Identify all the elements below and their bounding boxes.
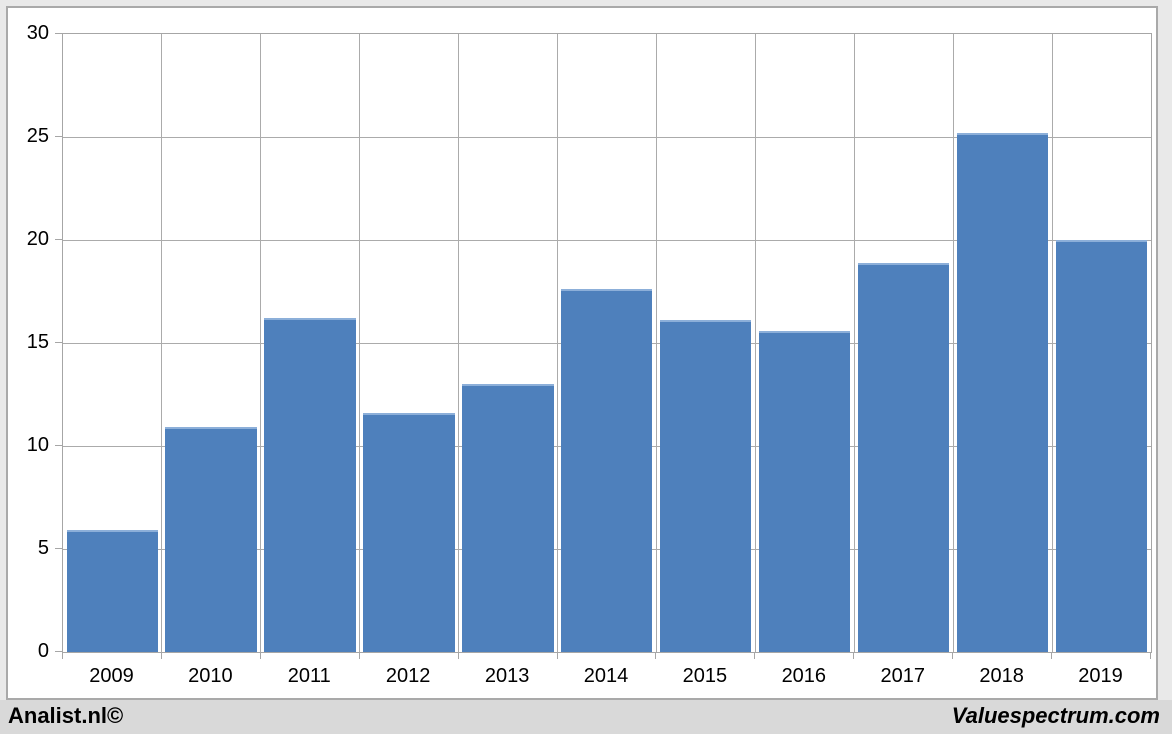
gridline-v-8 [853, 34, 855, 652]
y-axis-label-20: 20 [26, 228, 49, 250]
right-credit: Valuespectrum.com [951, 703, 1160, 728]
x-axis-label-2018: 2018 [979, 665, 1024, 687]
y-axis-label-10: 10 [26, 434, 49, 456]
x-axis-label-2012: 2012 [385, 665, 431, 687]
y-tick-0 [55, 651, 62, 652]
x-axis-label-2019: 2019 [1078, 665, 1123, 687]
x-axis-label-2009: 2009 [89, 665, 134, 687]
y-axis-label-15: 15 [26, 331, 49, 353]
gridline-v-5 [557, 34, 559, 652]
x-tick-5 [556, 652, 558, 659]
x-tick-0 [62, 652, 63, 659]
y-tick-5 [55, 548, 62, 549]
gridline-v-1 [161, 34, 163, 652]
y-tick-10 [55, 445, 62, 446]
y-tick-15 [55, 342, 62, 343]
credits-bar: Analist.nl© Valuespectrum.com [0, 700, 1172, 734]
x-axis-label-2010: 2010 [188, 665, 233, 687]
bar-2009 [66, 530, 158, 652]
gridline-v-3 [359, 34, 361, 652]
left-credit: Analist.nl© [8, 703, 124, 728]
x-tick-11 [1150, 652, 1151, 659]
x-tick-3 [358, 652, 360, 659]
x-tick-1 [160, 652, 162, 659]
x-tick-10 [1051, 652, 1053, 659]
x-tick-7 [754, 652, 756, 659]
gridline-v-2 [260, 34, 262, 652]
y-tick-30 [55, 33, 62, 34]
x-tick-6 [655, 652, 657, 659]
x-axis-label-2013: 2013 [484, 665, 530, 687]
x-tick-8 [853, 652, 855, 659]
x-axis-label-2014: 2014 [583, 665, 629, 687]
bar-2012 [363, 413, 455, 652]
x-tick-9 [952, 652, 954, 659]
x-axis-label-2016: 2016 [781, 665, 827, 687]
x-tick-2 [259, 652, 261, 659]
x-axis-label-2017: 2017 [880, 665, 925, 687]
bar-2016 [758, 330, 851, 652]
x-axis-label-2011: 2011 [287, 665, 331, 687]
y-tick-20 [55, 239, 62, 240]
gridline-v-10 [1051, 34, 1053, 652]
bar-2011 [264, 318, 356, 652]
y-axis-label-25: 25 [26, 125, 49, 147]
y-axis-label-0: 0 [37, 640, 49, 662]
gridline-h-20 [63, 239, 1151, 241]
gridline-h-25 [63, 136, 1151, 138]
gridline-v-6 [655, 34, 657, 652]
bar-2017 [857, 262, 950, 652]
gridline-v-4 [458, 34, 460, 652]
x-axis-label-2015: 2015 [682, 665, 728, 687]
bar-2015 [659, 320, 752, 652]
bar-2019 [1055, 240, 1147, 652]
bar-2014 [561, 289, 653, 652]
y-tick-25 [55, 136, 62, 137]
bar-2018 [956, 132, 1049, 652]
gridline-v-9 [952, 34, 954, 652]
x-tick-4 [457, 652, 459, 659]
y-axis-label-30: 30 [26, 22, 49, 44]
bar-2010 [165, 427, 257, 652]
y-axis-label-5: 5 [37, 537, 49, 559]
gridline-v-7 [754, 34, 756, 652]
bar-2013 [462, 384, 554, 652]
plot-area [62, 33, 1152, 653]
